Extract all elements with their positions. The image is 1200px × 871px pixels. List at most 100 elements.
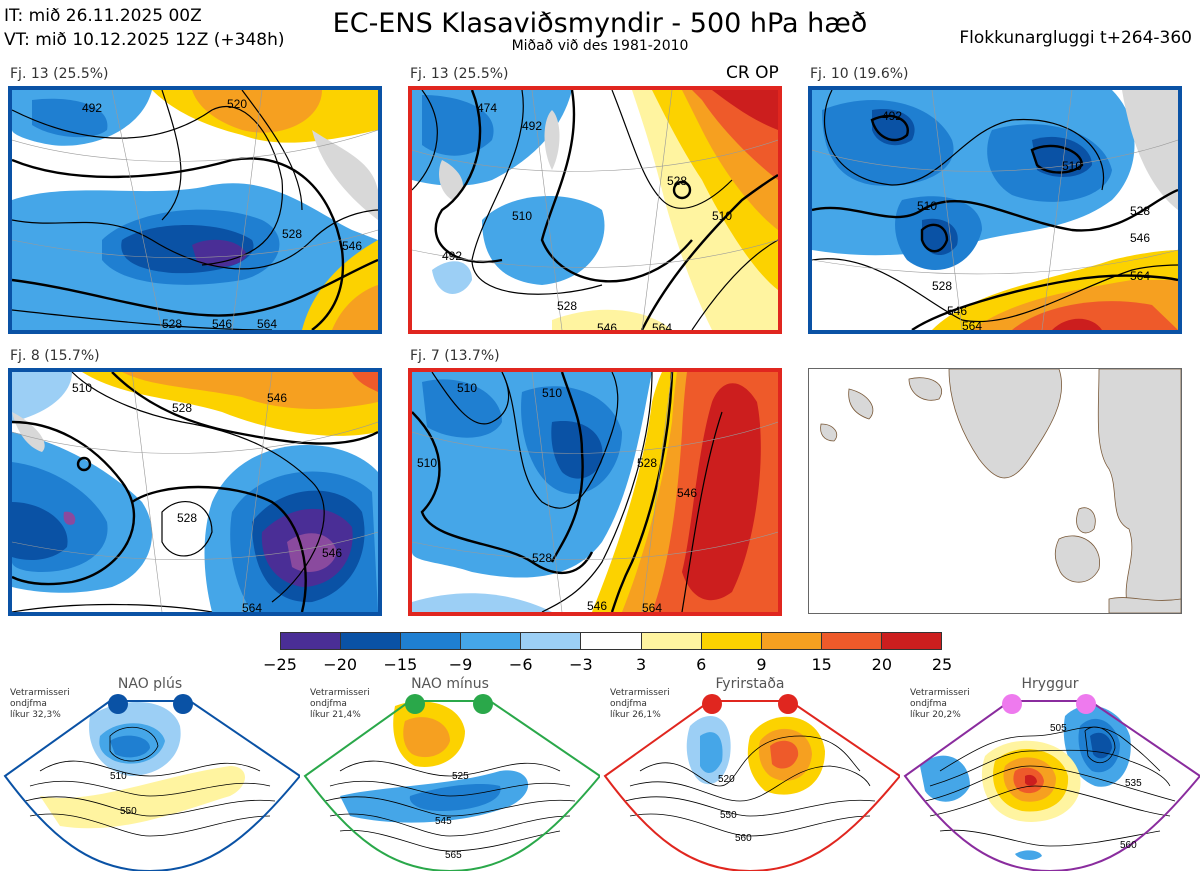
page-title: EC-ENS Klasaviðsmyndir - 500 hPa hæð [332, 8, 868, 39]
regime-map: 520 550 560 [603, 694, 900, 871]
contour-label: 546 [267, 391, 287, 405]
regime-note: Vetrarmisseri ondjfma líkur 26,1% [610, 688, 670, 720]
contour-label: 564 [642, 601, 662, 612]
contour-label: 492 [442, 249, 462, 263]
contour-label: 528 [282, 227, 302, 241]
regime-name: Fyrirstaða [715, 676, 785, 692]
panel-4-label: Fj. 8 (15.7%) [10, 348, 100, 364]
panel-5-label: Fj. 7 (13.7%) [410, 348, 500, 364]
classification-window: Flokkunargluggi t+264-360 [959, 28, 1192, 48]
cluster-map-5: 510 510 528 510 528 546 546 564 [408, 368, 782, 616]
colorbar-swatch [280, 632, 342, 650]
anomaly-field: 510 528 528 546 546 564 [12, 372, 378, 612]
contour-label: 546 [342, 239, 362, 253]
contour-label: 510 [512, 209, 532, 223]
contour-label: 565 [445, 850, 462, 861]
contour-label: 528 [532, 551, 552, 565]
contour-label: 535 [1125, 778, 1142, 789]
colorbar-swatch [521, 632, 582, 650]
colorbar-tick-label: −20 [323, 655, 358, 674]
regime-note: Vetrarmisseri ondjfma líkur 21,4% [310, 688, 370, 720]
colorbar-tick-label: 25 [931, 655, 953, 674]
contour-label: 545 [435, 816, 452, 827]
colorbar-swatch [341, 632, 402, 650]
colorbar-tick-label: −3 [569, 655, 593, 674]
colorbar-tick-label: 15 [811, 655, 832, 674]
panel-1-label: Fj. 13 (25.5%) [10, 66, 109, 82]
colorbar-swatch [821, 632, 882, 650]
regime-nao-minus: 525 545 565 NAO mínus Vetrarmisseri ondj… [300, 676, 600, 871]
contour-label: 520 [718, 774, 735, 785]
regime-blocking: 520 550 560 Fyrirstaða Vetrarmisseri ond… [600, 676, 900, 871]
contour-label: 546 [1130, 231, 1150, 245]
contour-label: 528 [637, 456, 657, 470]
run-info: IT: mið 26.11.2025 00Z VT: mið 10.12.202… [4, 4, 285, 52]
regime-name: NAO plús [117, 676, 183, 692]
contour-label: 510 [110, 771, 127, 782]
contour-label: 550 [120, 806, 137, 817]
contour-label: 510 [457, 381, 477, 395]
contour-label: 510 [1062, 159, 1082, 173]
colorbar-swatch [761, 632, 822, 650]
contour-label: 560 [735, 833, 752, 844]
colorbar-swatch [461, 632, 522, 650]
cluster-map-2: 474 492 510 492 528 510 528 546 564 [408, 86, 782, 334]
regime-map: 505 535 560 [903, 694, 1200, 871]
contour-label: 520 [227, 97, 247, 111]
colorbar-tick-label: −6 [508, 655, 533, 674]
contour-label: 564 [1130, 269, 1150, 283]
valid-time: VT: mið 10.12.2025 12Z (+348h) [4, 30, 285, 50]
colorbar-tick-label: −9 [448, 655, 473, 674]
contour-label: 528 [557, 299, 577, 313]
regime-name: NAO mínus [411, 676, 489, 692]
anomaly-field: 474 492 510 492 528 510 528 546 564 [412, 90, 778, 330]
contour-label: 546 [322, 546, 342, 560]
cluster-map-1: 492 520 528 546 528 546 564 [8, 86, 382, 334]
page-subtitle: Miðað við des 1981-2010 [511, 38, 689, 54]
anomaly-field: 492 510 528 546 564 510 528 546 564 [812, 90, 1178, 330]
cluster-map-4: 510 528 528 546 546 564 [8, 368, 382, 616]
anomaly-colorbar [280, 632, 943, 650]
contour-label: 546 [212, 317, 232, 330]
contour-label: 546 [587, 599, 607, 612]
colorbar-ticks: −25 −20 −15 −9 −6 −3 3 6 9 15 20 25 [263, 655, 952, 675]
contour-label: 528 [177, 511, 197, 525]
regime-map: 510 550 [3, 694, 300, 871]
contour-label: 505 [1050, 723, 1067, 734]
colorbar-tick-label: 20 [871, 655, 892, 674]
contour-label: 546 [947, 304, 967, 318]
contour-label: 546 [597, 321, 617, 330]
contour-label: 510 [712, 209, 732, 223]
colorbar-tick-label: 6 [696, 655, 707, 674]
colorbar-swatch [401, 632, 462, 650]
control-run-tag: CR OP [726, 63, 779, 83]
regime-nao-plus: 510 550 NAO plús Vetrarmisseri ondjfma l… [0, 676, 300, 871]
regime-note: Vetrarmisseri ondjfma líkur 20,2% [910, 688, 970, 720]
contour-label: 564 [652, 321, 672, 330]
colorbar-tick-label: 3 [635, 655, 647, 674]
contour-label: 550 [720, 810, 737, 821]
cluster-map-3: 492 510 528 546 564 510 528 546 564 [808, 86, 1182, 334]
regime-map: 525 545 565 [303, 694, 600, 871]
contour-label: 528 [932, 279, 952, 293]
contour-label: 510 [917, 199, 937, 213]
colorbar-swatch [641, 632, 702, 650]
contour-label: 528 [1130, 204, 1150, 218]
contour-label: 528 [667, 174, 687, 188]
regime-ridge: 505 535 560 Hryggur Vetrarmisseri ondjfm… [900, 676, 1200, 871]
panel-2-label: Fj. 13 (25.5%) [410, 66, 509, 82]
contour-label: 528 [162, 317, 182, 330]
anomaly-field: 510 510 528 510 528 546 546 564 [412, 372, 778, 612]
colorbar-tick-label: −15 [383, 655, 418, 674]
contour-label: 510 [72, 381, 92, 395]
colorbar-swatch [881, 632, 943, 650]
regime-note: Vetrarmisseri ondjfma líkur 32,3% [10, 688, 70, 720]
colorbar-tick-label: 9 [756, 655, 767, 674]
colorbar-tick-label: −25 [263, 655, 297, 674]
basemap-panel [808, 368, 1182, 614]
regime-name: Hryggur [1021, 676, 1079, 692]
contour-label: 525 [452, 771, 469, 782]
contour-label: 474 [477, 101, 497, 115]
contour-label: 560 [1120, 840, 1137, 851]
contour-label: 492 [522, 119, 542, 133]
